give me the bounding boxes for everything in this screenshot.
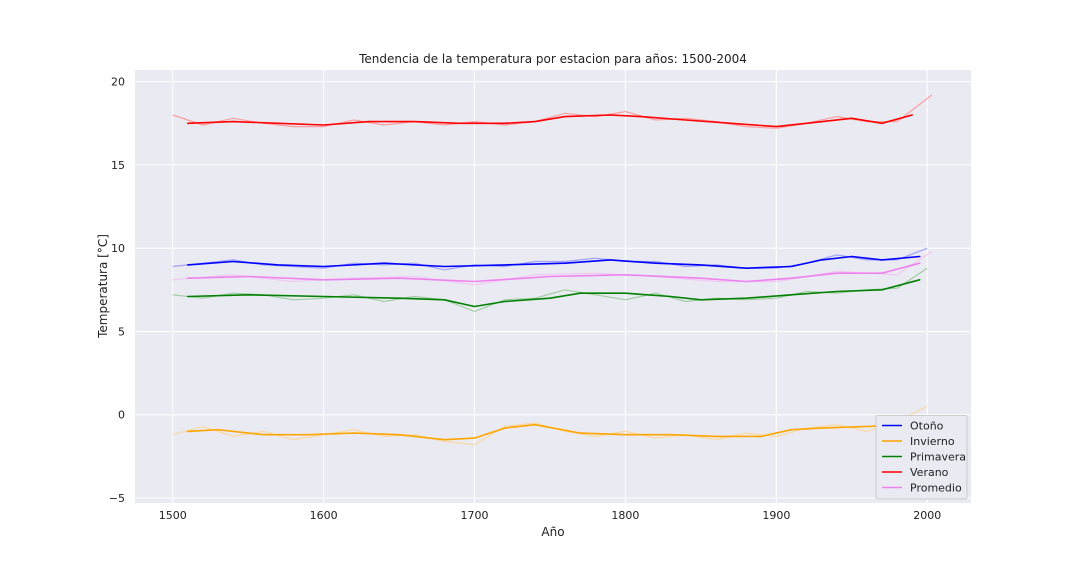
series-line-verano [187,114,913,128]
y-tick-label: 10 [111,242,125,255]
legend-label-otono: Otoño [910,420,944,433]
x-tick-labels: 1500 1600 1700 1800 1900 2000 [159,509,942,522]
legend-label-promedio: Promedio [910,482,962,495]
x-axis-title: Año [541,525,564,539]
legend: Otoño Invierno Primavera Verano Promedio [875,415,968,500]
legend-label-invierno: Invierno [910,435,955,448]
y-tick-label: 15 [111,159,125,172]
legend-label-verano: Verano [910,466,949,479]
y-axis-title: Temperatura [°C] [96,234,110,339]
smoothed-series-lines [187,114,921,441]
y-tick-label: 20 [111,76,125,89]
raw-line-primavera [172,267,928,313]
x-tick-label: 1700 [461,509,489,522]
y-tick-labels: −5 0 5 10 15 20 [109,76,125,505]
series-line-invierno [187,423,913,441]
plot-background [135,70,971,503]
y-tick-label: −5 [109,492,125,505]
x-tick-label: 2000 [913,509,941,522]
series-line-primavera [187,279,921,308]
y-tick-label: 0 [118,409,125,422]
grid-lines [135,70,971,503]
raw-line-promedio [172,251,933,286]
series-line-promedio [187,262,921,283]
series-line-otono [187,255,921,269]
x-tick-label: 1900 [762,509,790,522]
chart-title: Tendencia de la temperatura por estacion… [358,52,747,66]
x-tick-label: 1500 [159,509,187,522]
legend-label-primavera: Primavera [910,451,966,464]
x-tick-label: 1800 [611,509,639,522]
y-tick-label: 5 [118,325,125,338]
x-tick-label: 1600 [310,509,338,522]
legend-box [875,415,968,500]
